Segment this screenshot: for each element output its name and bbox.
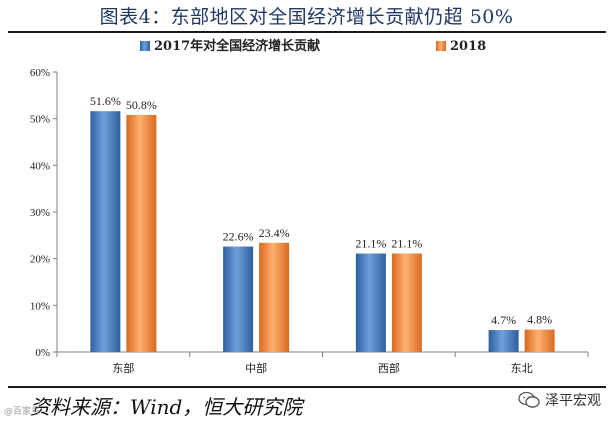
data-label: 21.1%	[391, 237, 422, 251]
watermark-text: @百家号	[4, 407, 41, 417]
data-label: 23.4%	[259, 226, 290, 240]
y-tick-label: 0%	[35, 347, 50, 359]
data-label: 22.6%	[223, 230, 254, 244]
y-tick-label: 50%	[30, 114, 50, 126]
y-tick-label: 30%	[30, 207, 50, 219]
bar-2018	[126, 114, 157, 352]
chart-title: 图表4：东部地区对全国经济增长贡献仍超 50%	[99, 6, 514, 28]
title-divider	[8, 31, 606, 33]
y-tick-label: 10%	[30, 300, 50, 312]
data-label: 4.7%	[491, 313, 516, 327]
data-label: 50.8%	[126, 98, 157, 112]
data-label: 21.1%	[355, 237, 386, 251]
bar-2018	[524, 329, 555, 352]
source-note: 资料来源：Wind，恒大研究院	[30, 395, 303, 419]
bar-2018	[391, 253, 422, 352]
wechat-account-name: 泽平宏观	[545, 393, 601, 409]
data-label: 4.8%	[527, 313, 552, 327]
data-label: 51.6%	[90, 94, 121, 108]
category-label: 东北	[511, 362, 533, 375]
legend-label-2018: 2018	[450, 39, 486, 54]
y-tick-label: 40%	[30, 160, 50, 172]
bar-chart: 0% 10% 20% 30% 40% 50% 60% 51.6% 50.8% 东部 22.6% 23.…	[30, 38, 589, 375]
y-tick-label: 20%	[30, 254, 50, 266]
bar-2017	[355, 253, 386, 352]
category-label: 中部	[245, 361, 267, 375]
legend-swatch-2018	[436, 41, 446, 51]
category-label: 西部	[378, 361, 400, 375]
bar-2017	[223, 246, 254, 352]
bar-2017	[90, 111, 121, 352]
legend-label-2017: 2017年对全国经济增长贡献	[154, 38, 320, 54]
source-divider	[8, 386, 606, 388]
legend-swatch-2017	[140, 41, 150, 51]
wechat-watermark: 泽平宏观	[518, 390, 601, 410]
bar-2018	[259, 242, 290, 352]
y-tick-label: 60%	[30, 67, 50, 79]
wechat-icon	[518, 391, 540, 408]
category-label: 东部	[112, 361, 134, 375]
bar-2017	[488, 330, 519, 352]
